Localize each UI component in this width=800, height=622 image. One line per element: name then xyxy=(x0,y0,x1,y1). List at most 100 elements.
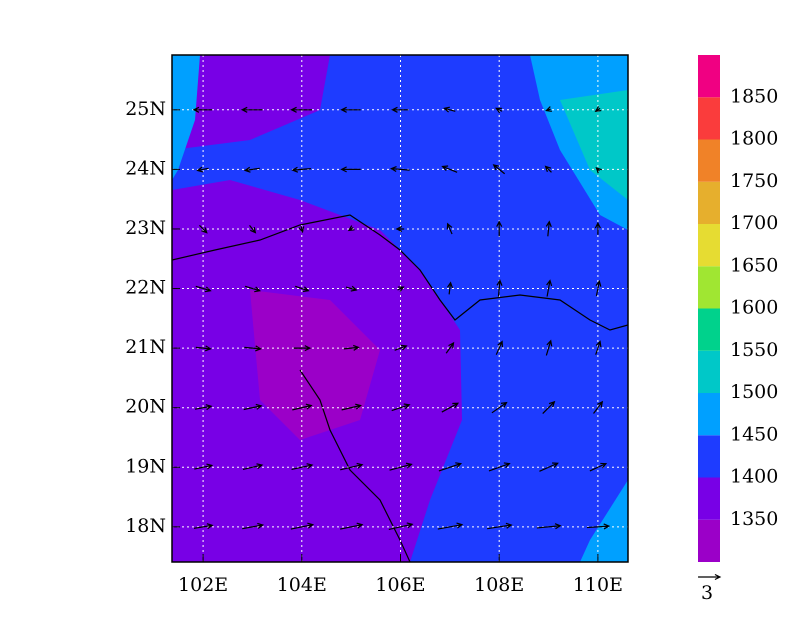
wind-arrow xyxy=(495,340,503,355)
wind-arrow xyxy=(446,281,454,295)
wind-arrow xyxy=(347,225,355,232)
wind-arrow xyxy=(488,462,511,472)
coastline xyxy=(172,214,628,331)
wind-arrow xyxy=(487,522,513,530)
wind-arrow xyxy=(244,285,262,293)
wind-arrow xyxy=(445,341,455,354)
wind-arrow xyxy=(242,463,264,471)
shade-light-blue xyxy=(580,480,628,562)
wind-arrow xyxy=(243,166,260,173)
wind-arrow xyxy=(437,522,464,530)
wind-arrow xyxy=(546,279,553,297)
colorbar-label: 1600 xyxy=(730,297,778,319)
wind-arrow xyxy=(539,462,559,472)
wind-arrow xyxy=(594,221,601,235)
wind-arrow xyxy=(391,403,411,412)
x-tick-label: 108E xyxy=(474,574,524,596)
shade-light-blue xyxy=(172,55,200,180)
wind-arrow xyxy=(298,225,305,234)
colorbar-swatch xyxy=(698,393,720,436)
x-tick-label: 110E xyxy=(573,574,623,596)
wind-arrow xyxy=(195,345,212,352)
wind-arrow xyxy=(340,106,361,113)
y-tick-label: 25N xyxy=(125,98,166,120)
wind-arrow xyxy=(243,403,263,411)
colorbar: 1350 1400 1450 1500 1550 1600 1650 1700 1750 1800… xyxy=(698,55,778,562)
colorbar-swatch xyxy=(698,224,720,267)
colorbar-label: 1450 xyxy=(730,423,778,445)
x-tick-label: 106E xyxy=(375,574,425,596)
wind-arrow xyxy=(545,220,552,237)
wind-arrow xyxy=(536,523,562,530)
colorbar-swatch xyxy=(698,477,720,520)
wind-arrow xyxy=(491,401,508,414)
wind-arrow xyxy=(394,344,408,351)
wind-arrow xyxy=(544,165,552,173)
wind-arrow xyxy=(389,462,413,471)
wind-arrow xyxy=(345,285,358,292)
wind-arrow xyxy=(292,403,313,411)
wind-arrow xyxy=(388,522,414,530)
colorbar-swatch xyxy=(698,139,720,182)
wind-arrow xyxy=(545,339,553,356)
wind-arrow xyxy=(441,402,460,413)
wind-arrow xyxy=(595,166,602,174)
wind-arrow xyxy=(244,345,262,352)
wind-arrow xyxy=(193,523,214,530)
shading xyxy=(172,55,628,562)
shade-purple xyxy=(172,55,330,150)
y-tick-label: 19N xyxy=(125,455,166,477)
colorbar-label: 1750 xyxy=(730,170,778,192)
colorbar-swatch xyxy=(698,350,720,393)
wind-arrow xyxy=(391,106,409,113)
y-tick-label: 24N xyxy=(125,157,166,179)
colorbar-label: 1650 xyxy=(730,254,778,276)
wind-arrow xyxy=(586,523,611,530)
wind-arrow xyxy=(293,345,312,352)
colorbar-label: 1850 xyxy=(730,85,778,107)
wind-arrow xyxy=(390,166,410,173)
wind-arrow xyxy=(291,463,314,471)
wind-arrow xyxy=(395,225,405,233)
wind-arrow xyxy=(542,400,556,414)
wind-arrow xyxy=(343,344,360,351)
x-tick-label: 104E xyxy=(277,574,327,596)
shade-magenta xyxy=(250,290,380,440)
x-tick-label: 102E xyxy=(178,574,228,596)
wind-arrow xyxy=(295,285,310,293)
colorbar-label: 1400 xyxy=(730,466,778,488)
colorbar-label: 1700 xyxy=(730,212,778,234)
wind-arrow xyxy=(595,279,602,296)
colorbar-swatch xyxy=(698,308,720,351)
wind-arrow xyxy=(340,522,364,530)
colorbar-label: 1350 xyxy=(730,508,778,530)
wind-arrow xyxy=(340,166,361,173)
y-tick-label: 20N xyxy=(125,396,166,418)
colorbar-label: 1500 xyxy=(730,381,778,403)
wind-arrow xyxy=(196,166,209,173)
colorbar-swatch xyxy=(698,97,720,140)
wind-arrow xyxy=(242,522,264,530)
wind-arrow xyxy=(443,106,456,113)
colorbar-swatch xyxy=(698,519,720,562)
wind-arrow xyxy=(438,462,463,472)
wind-arrow xyxy=(496,279,503,297)
wind-arrow xyxy=(195,285,212,293)
wind-vectors xyxy=(192,106,611,530)
colorbar-swatch xyxy=(698,435,720,478)
wind-arrow xyxy=(341,403,362,411)
wind-arrow xyxy=(595,340,602,355)
wind-arrow xyxy=(340,462,364,471)
wind-arrow xyxy=(240,106,263,113)
wind-arrow xyxy=(698,573,722,581)
wind-arrow xyxy=(441,165,458,173)
wind-arrow xyxy=(199,224,208,234)
wind-arrow xyxy=(545,106,552,112)
wind-arrow xyxy=(290,106,313,113)
wind-arrow xyxy=(495,107,503,114)
wind-arrow xyxy=(397,286,405,292)
y-tick-label: 21N xyxy=(125,336,166,358)
wind-arrow xyxy=(194,404,213,411)
